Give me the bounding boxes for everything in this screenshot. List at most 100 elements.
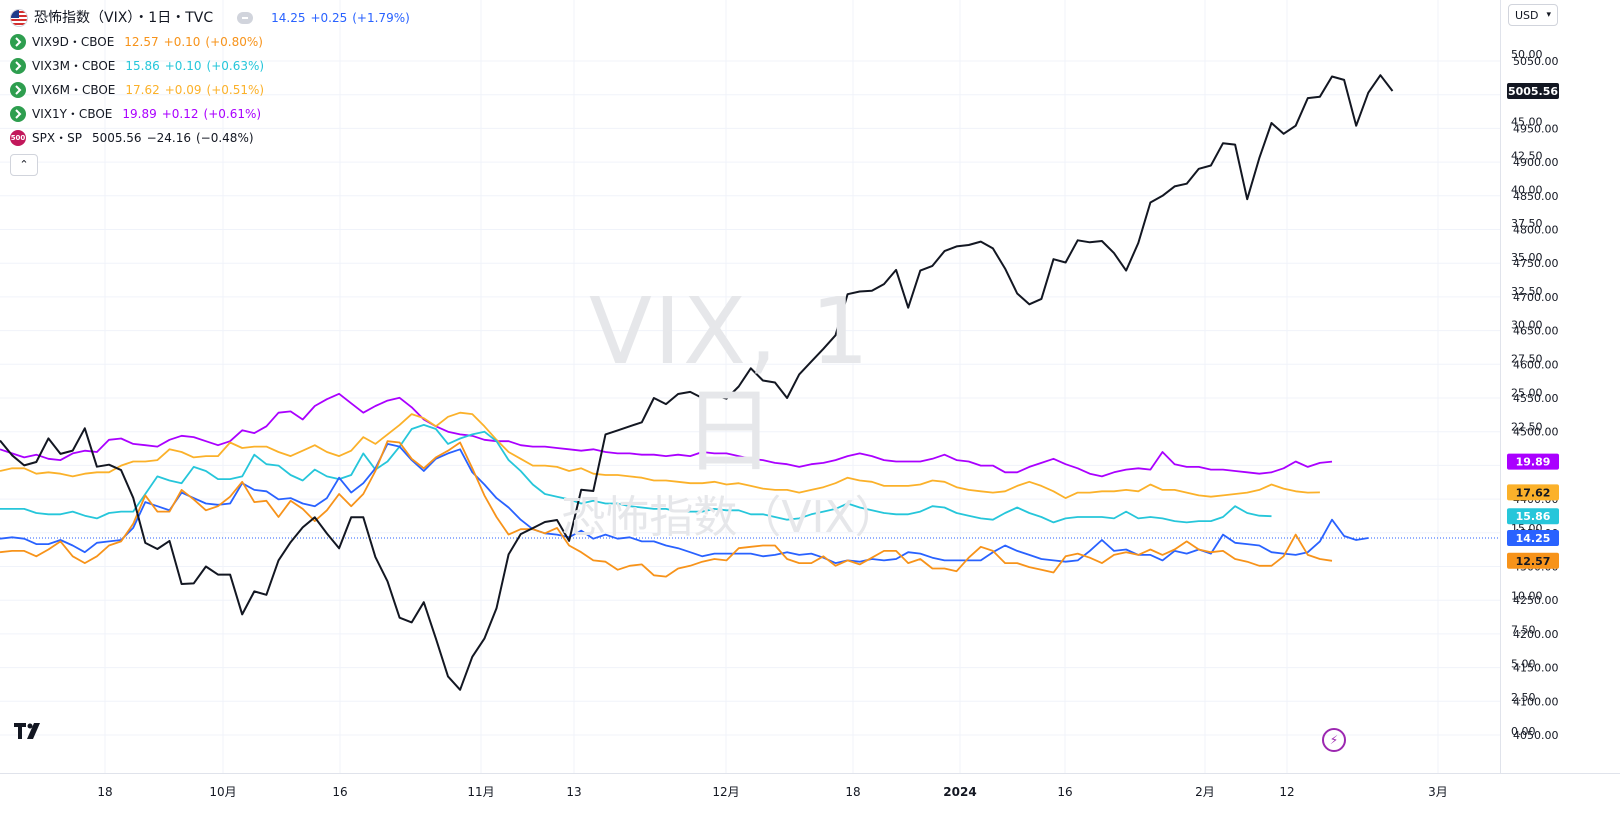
legend-value: 15.86 [125,59,160,73]
legend-row[interactable]: VIX6M・CBOE 17.62 +0.09 (+0.51%) [10,78,415,102]
right-axis-tick: 4500.00 [1513,426,1559,439]
legend-name: VIX3M・CBOE [32,59,116,73]
legend-row[interactable]: VIX9D・CBOE 12.57 +0.10 (+0.80%) [10,30,415,54]
main-value: 14.25 [271,11,306,25]
left-axis-tick: 25.00 [1511,386,1543,399]
tradingview-logo-icon[interactable] [14,720,44,744]
time-axis-label: 3月 [1428,785,1448,799]
right-axis-tick: 4650.00 [1513,325,1559,338]
legend-row[interactable]: 500 SPX・SP 5005.56 −24.16 (−0.48%) [10,126,415,150]
legend-value: 17.62 [125,83,160,97]
left-axis-tick: 30.00 [1511,319,1543,332]
time-axis-label: 16 [332,785,347,799]
right-axis-tick: 4100.00 [1513,695,1559,708]
green-arrow-icon [10,82,26,98]
left-axis-tick: 2.50 [1511,691,1536,704]
time-axis-label: 10月 [209,785,236,799]
legend-pct: (−0.48%) [195,131,254,145]
last-value-text: 17.62 [1516,486,1551,499]
legend-change: +0.12 [161,107,199,121]
last-value-text: 19.89 [1516,456,1551,469]
legend-row[interactable]: VIX3M・CBOE 15.86 +0.10 (+0.63%) [10,54,415,78]
us-flag-icon [10,9,28,27]
last-value-bg [1507,82,1559,99]
legend-value: 5005.56 [91,131,142,145]
main-symbol-name[interactable]: 恐怖指数（VIX）・1日・TVC [34,10,214,26]
main-change: +0.25 [310,11,348,25]
right-axis-tick: 4250.00 [1513,594,1559,607]
series-line-spx [0,74,1394,691]
legend-pct: (+0.61%) [203,107,262,121]
right-axis-tick: 4750.00 [1513,257,1559,270]
last-value-text: 5005.56 [1508,85,1558,98]
last-value-text: 12.57 [1516,555,1551,568]
legend-change: +0.10 [163,35,201,49]
legend-change: +0.09 [164,83,202,97]
legend-pct: (+0.80%) [205,35,263,49]
time-axis-label: 16 [1057,785,1072,799]
last-value-text: 15.86 [1516,510,1551,523]
last-value-bg [1507,552,1559,569]
chevron-down-icon: ▾ [1546,10,1551,20]
right-axis-tick: 5050.00 [1513,55,1559,68]
legend-value: 12.57 [124,35,159,49]
left-axis-tick: 37.50 [1511,217,1543,230]
collapse-legend-button[interactable]: ⌃ [10,154,38,176]
last-value-bg [1507,453,1559,470]
left-axis-tick: 32.50 [1511,285,1543,298]
last-value-label: 17.62 [1507,484,1559,501]
left-axis-tick: 35.00 [1511,251,1543,264]
legend-name: VIX9D・CBOE [32,35,115,49]
legend-row[interactable]: VIX1Y・CBOE 19.89 +0.12 (+0.61%) [10,102,415,126]
series-line-vix [0,442,1369,564]
plot-svg [0,0,1500,773]
lightning-icon[interactable]: ⚡ [1322,728,1346,752]
right-axis-tick: 4600.00 [1513,358,1559,371]
series-line-vix1y [0,392,1333,478]
last-value-label: 5005.56 [1507,82,1559,99]
legend: 恐怖指数（VIX）・1日・TVC 14.25 +0.25 (+1.79%) VI… [10,6,415,176]
series-line-vix6m [0,411,1320,500]
right-axis-tick: 4850.00 [1513,190,1559,203]
legend-value: 19.89 [122,107,157,121]
time-axis-label: 12 [1279,785,1294,799]
time-axis-label: 2月 [1195,785,1215,799]
time-axis-label: 18 [845,785,860,799]
legend-pct: (+0.51%) [206,83,265,97]
time-axis-label: 18 [97,785,112,799]
legend-main-row[interactable]: 恐怖指数（VIX）・1日・TVC 14.25 +0.25 (+1.79%) [10,6,415,30]
left-axis-tick: 50.00 [1511,48,1543,61]
legend-name: SPX・SP [32,131,82,145]
currency-select[interactable]: USD ▾ [1508,4,1558,26]
price-axis-panel[interactable]: 52.5050.0047.5045.0042.5040.0037.5035.00… [1500,0,1620,773]
legend-name: VIX6M・CBOE [32,83,116,97]
legend-change: −24.16 [146,131,191,145]
left-axis-tick: 22.50 [1511,420,1543,433]
right-axis-tick: 4800.00 [1513,224,1559,237]
legend-pct: (+0.63%) [206,59,265,73]
series-line-vix3m [0,423,1272,524]
left-axis-tick: 45.00 [1511,116,1543,129]
legend-change: +0.10 [164,59,202,73]
last-value-bg [1507,508,1559,525]
last-value-text: 14.25 [1516,532,1551,545]
last-value-label: 12.57 [1507,552,1559,569]
right-axis-tick: 4200.00 [1513,628,1559,641]
last-value-label: 15.86 [1507,508,1559,525]
time-axis[interactable]: 18 10月 16 11月 13 12月 18 2024 16 2月 12 3月 [0,773,1620,810]
price-axis-svg: 52.5050.0047.5045.0042.5040.0037.5035.00… [1507,14,1559,742]
right-axis-tick: 4050.00 [1513,729,1559,742]
last-value-bg [1507,530,1559,547]
chevron-up-icon: ⌃ [19,158,29,171]
right-axis-tick: 4150.00 [1513,662,1559,675]
hide-series-icon[interactable] [237,12,254,24]
left-axis-tick: 10.00 [1511,590,1543,603]
last-value-label: 14.25 [1507,530,1559,547]
icon-text: 500 [10,134,26,142]
green-arrow-icon [10,34,26,50]
right-axis-tick: 4550.00 [1513,392,1559,405]
left-axis-tick: 42.50 [1511,149,1543,162]
last-value-bg [1507,484,1559,501]
left-axis-tick: 40.00 [1511,183,1543,196]
chart-area[interactable]: VIX, 1日 恐怖指数（VIX） 恐怖指数（VIX）・1日・TVC 14.25… [0,0,1500,773]
